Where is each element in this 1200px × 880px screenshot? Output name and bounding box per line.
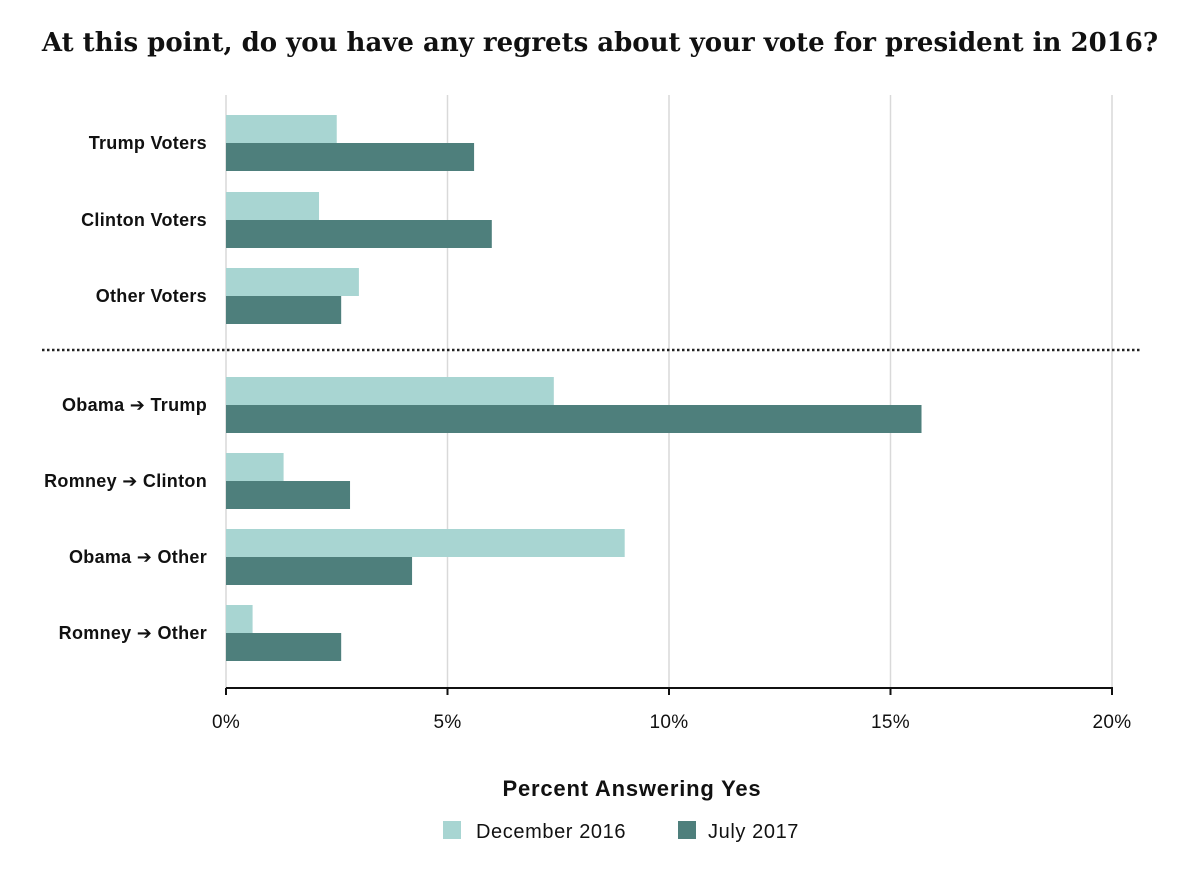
category-labels: Trump Voters Clinton Voters Other Voters Ob… — [44, 133, 207, 643]
category-label-1: Clinton Voters — [81, 210, 207, 230]
arrow-icon: ➔ — [137, 547, 152, 567]
legend-label-0: December 2016 — [476, 821, 626, 843]
bar-jul2017-3 — [226, 405, 922, 433]
bar-jul2017-4 — [226, 481, 351, 509]
tick-label-1: 5% — [433, 712, 461, 733]
x-axis-label: Percent Answering Yes — [503, 776, 762, 801]
bar-jul2017-5 — [226, 557, 413, 585]
bar-dec2016-0 — [226, 115, 337, 143]
bar-dec2016-2 — [226, 268, 359, 296]
legend-swatch-0 — [443, 821, 461, 839]
bar-jul2017-0 — [226, 143, 475, 171]
bar-jul2017-1 — [226, 220, 492, 248]
chart-title: At this point, do you have any regrets a… — [41, 28, 1159, 58]
bar-dec2016-5 — [226, 529, 625, 557]
category-label-4: Romney ➔ Clinton — [44, 471, 207, 491]
category-label-6: Romney ➔ Other — [59, 623, 207, 643]
x-axis-ticks: 0% 5% 10% 15% 20% — [212, 688, 1132, 733]
tick-label-2: 10% — [650, 712, 689, 733]
bar-dec2016-4 — [226, 453, 284, 481]
tick-label-4: 20% — [1093, 712, 1132, 733]
legend-label-1: July 2017 — [708, 821, 799, 843]
legend-swatch-1 — [678, 821, 696, 839]
category-label-2: Other Voters — [96, 286, 207, 306]
bars — [226, 115, 922, 661]
tick-label-3: 15% — [871, 712, 910, 733]
bar-jul2017-2 — [226, 296, 342, 324]
bar-dec2016-3 — [226, 377, 554, 405]
category-label-5: Obama ➔ Other — [69, 547, 207, 567]
bar-dec2016-1 — [226, 192, 320, 220]
arrow-icon: ➔ — [130, 395, 145, 415]
category-label-0: Trump Voters — [89, 133, 207, 153]
tick-label-0: 0% — [212, 712, 240, 733]
category-label-3: Obama ➔ Trump — [62, 395, 207, 415]
bar-jul2017-6 — [226, 633, 342, 661]
legend: December 2016 July 2017 — [443, 821, 799, 843]
arrow-icon: ➔ — [137, 623, 152, 643]
bar-dec2016-6 — [226, 605, 253, 633]
arrow-icon: ➔ — [122, 471, 137, 491]
